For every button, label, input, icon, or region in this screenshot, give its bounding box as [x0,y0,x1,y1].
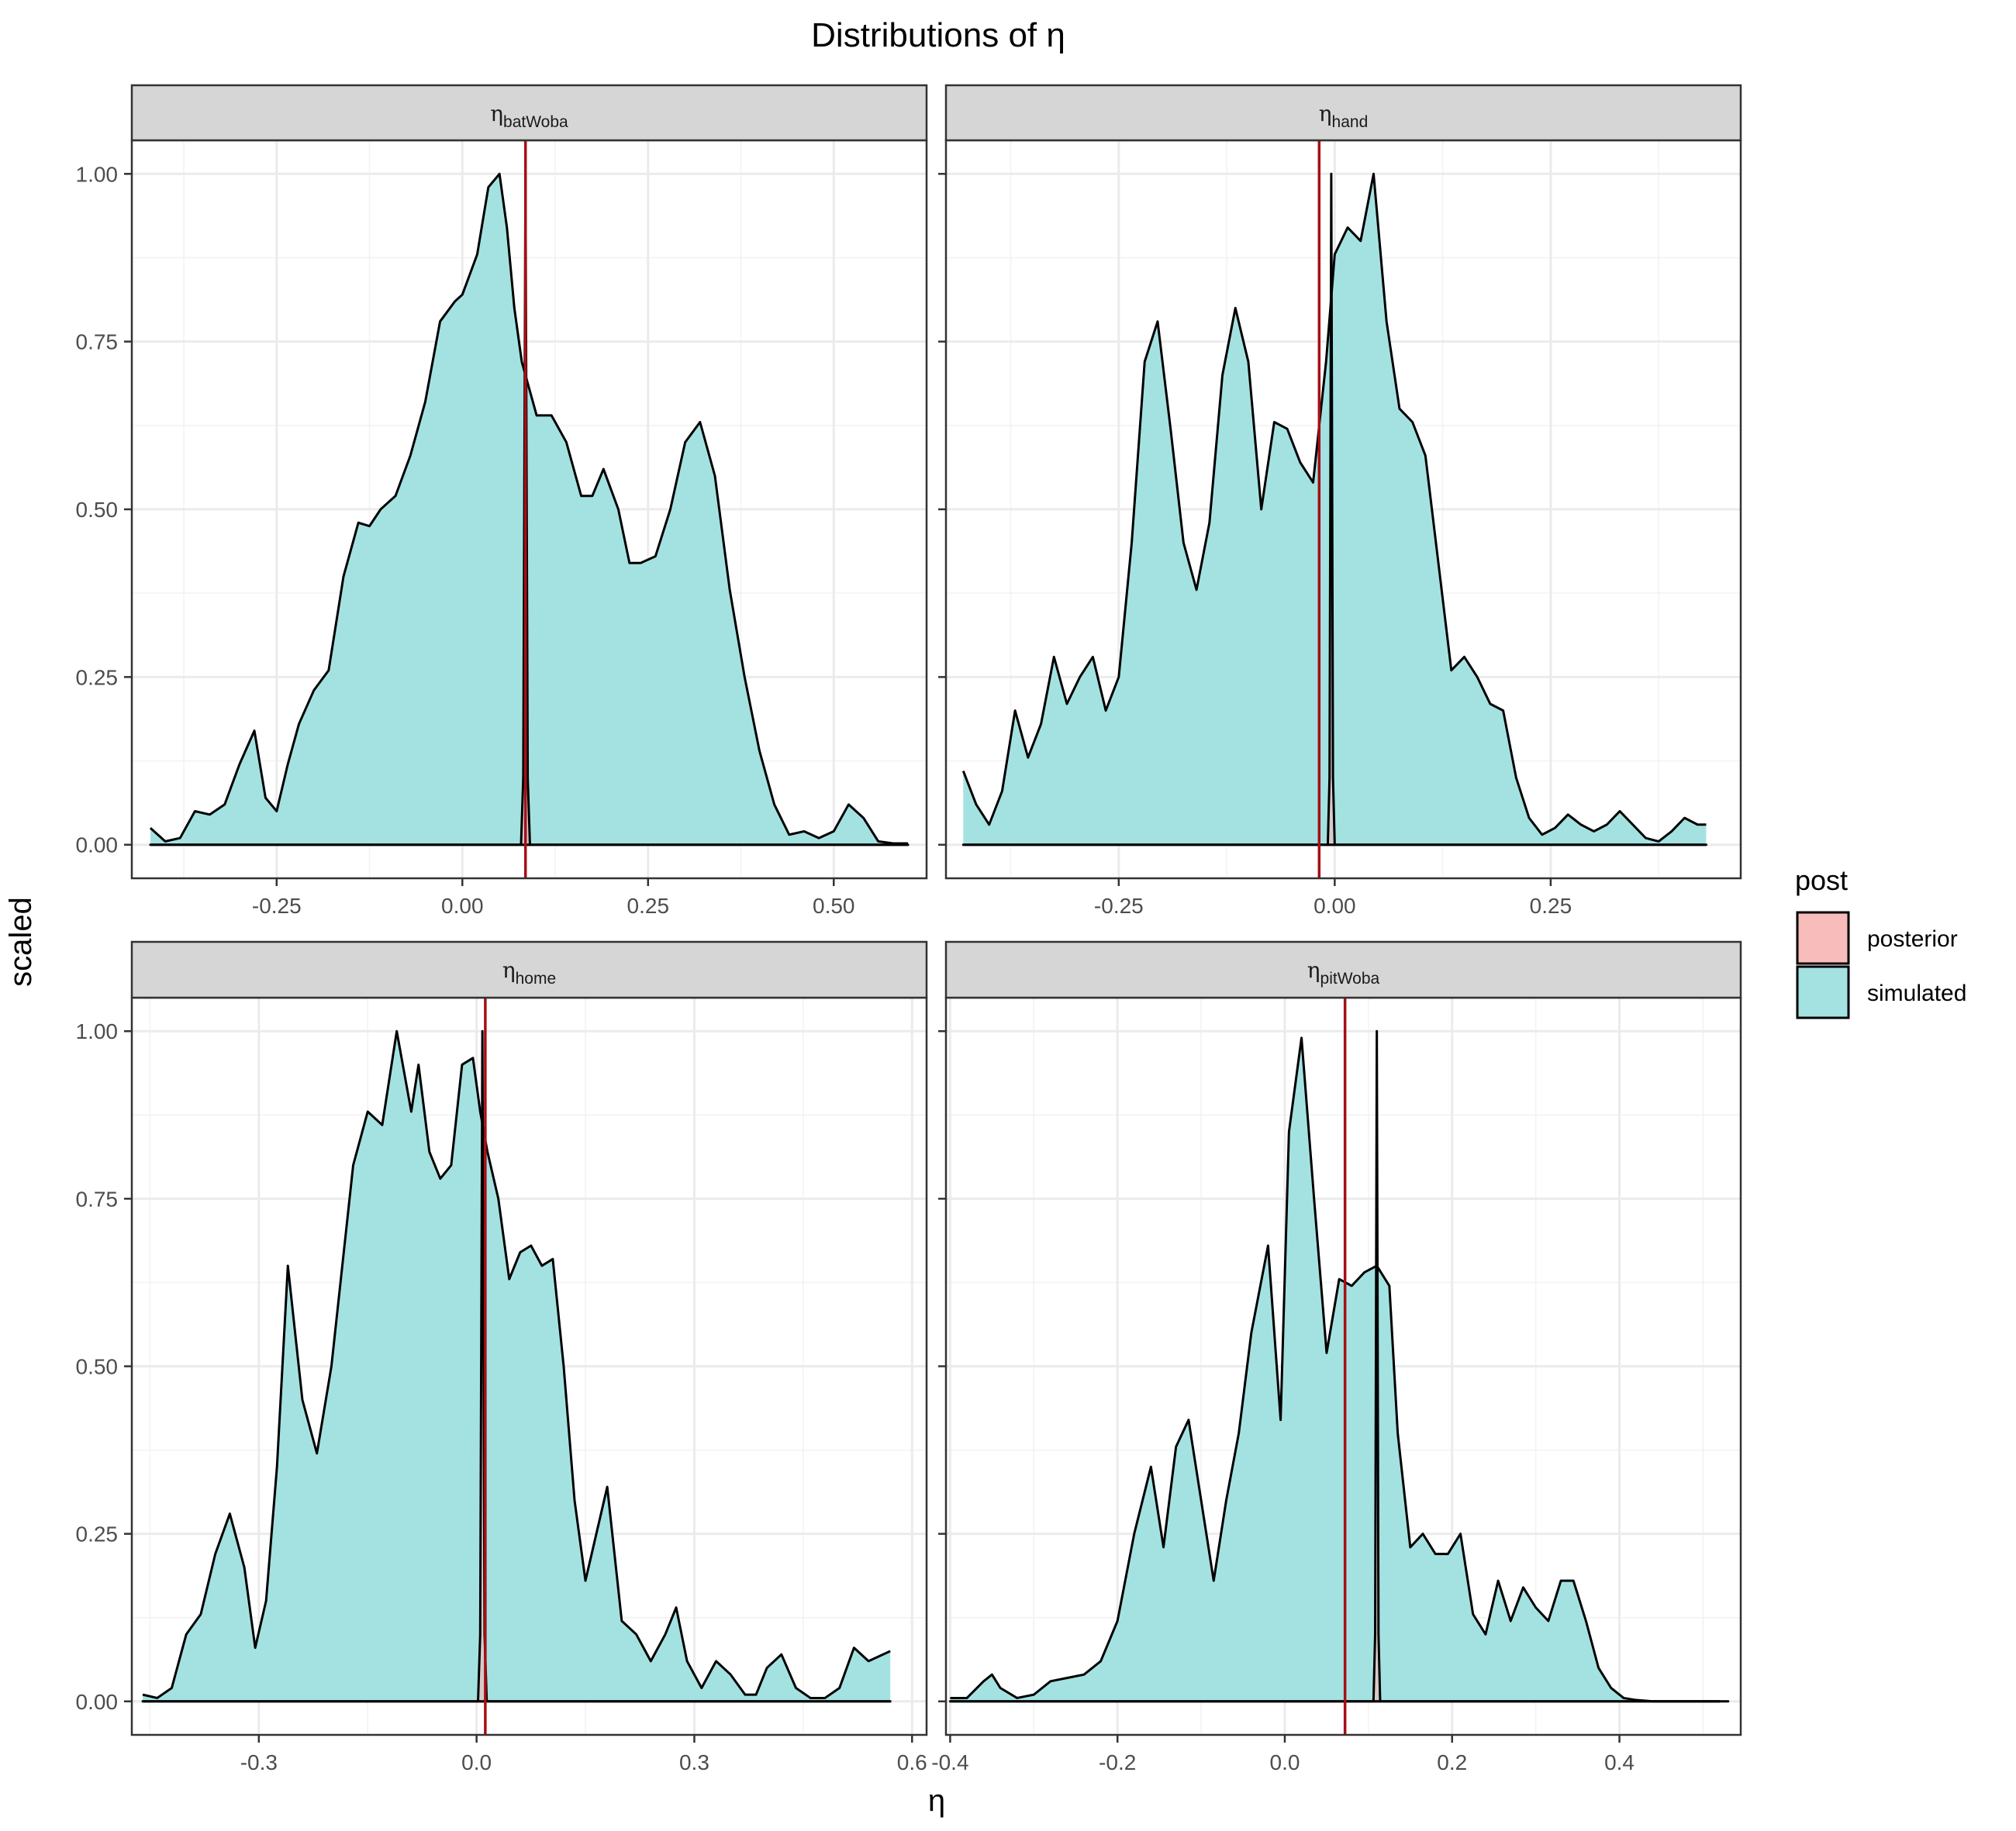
strip-background [944,940,1742,999]
strip-symbol: η [502,957,516,983]
legend-key-simulated [1796,965,1850,1019]
x-tick-label: 0.4 [1604,1750,1635,1774]
strip-background [130,940,928,999]
y-tick-label: 0.50 [76,1355,119,1379]
x-tick-label: 0.25 [627,894,670,918]
x-tick-label: 0.3 [679,1750,709,1774]
y-tick-label: 0.50 [76,498,119,522]
y-tick-label: 1.00 [76,1019,119,1043]
strip-subscript: hand [1332,113,1369,131]
strip-subscript: home [516,970,557,988]
panel-home: ηhome 0.00 0.25 0.50 0.75 1.00 -0.3 0.0 0.3 0.6 [76,940,928,1774]
y-tick-label: 0.00 [76,1690,119,1714]
strip-label: ηhand [1319,101,1369,131]
simulated-area [963,174,1707,845]
x-tick-label: 0.50 [813,894,855,918]
posterior-curve [961,172,1707,847]
x-tick-label: 0.25 [1530,894,1572,918]
x-axis-label: η [928,1784,945,1818]
posterior-curve [948,1029,1730,1703]
strip-background [944,84,1742,142]
y-tick-label: 1.00 [76,162,119,186]
y-tick-label: 0.75 [76,1187,119,1211]
x-tick-label: 0.2 [1437,1750,1467,1774]
y-tick-label: 0.25 [76,665,119,689]
panel-batWoba: ηbatWoba 0.00 0.25 0.50 0.75 1.00 -0.25 0.00 0.2… [76,84,928,918]
x-tick-label: 0.0 [1270,1750,1300,1774]
x-tick-label: 0.6 [897,1750,927,1774]
strip-symbol: η [1319,101,1332,126]
strip-label: ηhome [502,957,556,988]
x-tick-label: -0.3 [240,1750,278,1774]
strip-symbol: η [1307,957,1320,983]
chart-title: Distributions of η [811,16,1065,54]
legend-label-simulated: simulated [1867,981,1966,1006]
y-axis-label: scaled [4,897,38,987]
simulated-area [950,1037,1721,1702]
posterior-curve [141,1029,892,1703]
legend-title: post [1795,864,1848,896]
simulated-curve [961,172,1707,843]
y-tick-label: 0.25 [76,1522,119,1547]
x-tick-label: 0.00 [441,894,484,918]
simulated-curve [142,1029,891,1699]
strip-background [130,84,928,142]
x-tick-label: 0.0 [461,1750,492,1774]
legend: post posterior simulated [1795,864,1966,1019]
x-tick-label: -0.2 [1099,1750,1136,1774]
strip-subscript: batWoba [503,113,568,131]
legend-label-posterior: posterior [1867,926,1958,952]
x-tick-label: -0.25 [252,894,302,918]
x-tick-label: -0.25 [1094,894,1144,918]
strip-label: ηbatWoba [490,101,568,131]
legend-key-posterior [1796,911,1850,965]
panel-pitWoba: ηpitWoba -0.4 -0.2 0.0 0.2 0.4 [931,940,1742,1774]
x-tick-label: -0.4 [931,1750,968,1774]
strip-subscript: pitWoba [1320,970,1380,988]
y-tick-label: 0.75 [76,330,119,354]
simulated-curve [149,172,909,845]
x-tick-label: 0.00 [1314,894,1356,918]
y-tick-label: 0.00 [76,833,119,857]
strip-symbol: η [490,101,503,126]
simulated-area [143,1031,891,1702]
strip-label: ηpitWoba [1307,957,1380,988]
simulated-area [150,174,909,845]
panel-hand: ηhand -0.25 0.00 0.25 [938,84,1742,918]
